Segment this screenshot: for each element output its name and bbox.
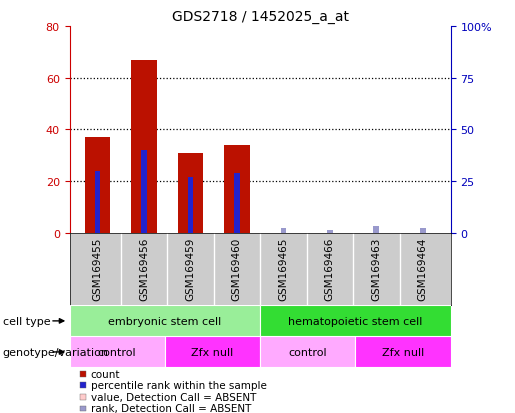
Bar: [95, 171, 100, 233]
Text: Zfx null: Zfx null: [382, 347, 424, 357]
Bar: [187, 178, 193, 233]
Bar: [178, 153, 203, 233]
Bar: [281, 228, 286, 233]
Text: hematopoietic stem cell: hematopoietic stem cell: [288, 316, 422, 326]
Text: GSM169464: GSM169464: [418, 237, 428, 300]
Text: Zfx null: Zfx null: [191, 347, 234, 357]
Title: GDS2718 / 1452025_a_at: GDS2718 / 1452025_a_at: [171, 10, 349, 24]
Bar: [234, 173, 239, 233]
Text: rank, Detection Call = ABSENT: rank, Detection Call = ABSENT: [91, 404, 251, 413]
Text: cell type: cell type: [3, 316, 50, 326]
Bar: [165, 337, 260, 368]
Bar: [224, 145, 250, 233]
Text: genotype/variation: genotype/variation: [3, 347, 109, 357]
Bar: [70, 337, 165, 368]
Bar: [355, 337, 451, 368]
Text: value, Detection Call = ABSENT: value, Detection Call = ABSENT: [91, 392, 256, 402]
Text: GSM169465: GSM169465: [278, 237, 288, 300]
Text: GSM169456: GSM169456: [139, 237, 149, 300]
Text: GSM169466: GSM169466: [325, 237, 335, 300]
Bar: [141, 151, 147, 233]
Bar: [327, 230, 333, 233]
Text: GSM169460: GSM169460: [232, 237, 242, 300]
Text: GSM169455: GSM169455: [92, 237, 102, 300]
Bar: [70, 306, 260, 337]
Text: GSM169463: GSM169463: [371, 237, 381, 300]
Bar: [420, 228, 425, 233]
Text: count: count: [91, 369, 121, 379]
Bar: [373, 226, 379, 233]
Bar: [84, 138, 110, 233]
Bar: [131, 60, 157, 233]
Bar: [260, 337, 355, 368]
Text: embryonic stem cell: embryonic stem cell: [108, 316, 221, 326]
Text: control: control: [288, 347, 327, 357]
Text: control: control: [98, 347, 136, 357]
Bar: [260, 306, 451, 337]
Text: GSM169459: GSM169459: [185, 237, 195, 300]
Text: percentile rank within the sample: percentile rank within the sample: [91, 380, 267, 390]
